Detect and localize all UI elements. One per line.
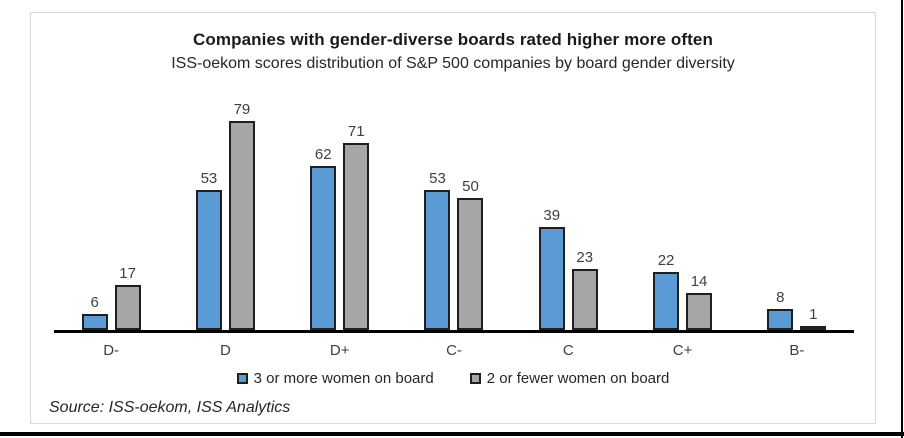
- bar-series-0: [767, 309, 794, 330]
- bar-col: 62: [310, 146, 337, 330]
- bar-value-label: 79: [233, 101, 251, 118]
- bar-group-D: 53 79: [195, 101, 255, 330]
- bar-col: 79: [228, 101, 255, 330]
- legend-swatch-icon: [236, 373, 248, 384]
- x-axis-label-D-: D-: [103, 342, 120, 359]
- legend-label: 3 or more women on board: [253, 370, 434, 387]
- bar-series-1: [800, 326, 827, 330]
- bar-value-label: 1: [809, 306, 818, 323]
- bar-col: 8: [767, 289, 794, 330]
- bar-series-1: [114, 285, 141, 330]
- bar-value-label: 17: [119, 265, 136, 282]
- bar-series-1: [457, 198, 484, 330]
- bar-col: 6: [81, 294, 108, 330]
- bar-value-label: 50: [462, 178, 479, 195]
- bar-series-0: [81, 314, 108, 330]
- bar-value-label: 39: [543, 207, 561, 224]
- bar-col: 14: [686, 273, 713, 330]
- x-axis-label-C-: C-: [446, 342, 462, 359]
- x-axis-label-B-: B-: [789, 342, 805, 359]
- x-axis-label-D: D: [220, 342, 231, 359]
- legend-swatch-icon: [469, 373, 481, 384]
- bar-group-C: 39 23: [538, 207, 598, 330]
- chart-subtitle: ISS-oekom scores distribution of S&P 500…: [171, 55, 735, 72]
- bar-col: 53: [195, 170, 222, 330]
- chart-title: Companies with gender-diverse boards rat…: [193, 30, 713, 49]
- bar-series-1: [571, 269, 598, 330]
- bar-series-1: [343, 143, 370, 330]
- legend-label: 2 or fewer women on board: [486, 370, 670, 387]
- bar-value-label: 8: [776, 289, 785, 306]
- bar-series-0: [424, 190, 451, 330]
- bar-series-1: [686, 293, 713, 330]
- bar-value-label: 53: [200, 170, 218, 187]
- legend-item-1: 2 or fewer women on board: [469, 370, 670, 387]
- legend: 3 or more women on board 2 or fewer women…: [31, 370, 875, 387]
- bar-value-label: 71: [347, 123, 365, 140]
- bar-value-label: 6: [90, 294, 99, 311]
- bar-col: 1: [800, 306, 827, 330]
- bar-col: 22: [653, 252, 680, 330]
- source-note: Source: ISS-oekom, ISS Analytics: [49, 399, 291, 416]
- page-edge-bottom: [0, 432, 904, 436]
- x-axis-label-C: C: [562, 342, 574, 359]
- bar-series-0: [310, 166, 337, 330]
- bar-value-label: 22: [657, 252, 675, 269]
- bar-group-D+: 62 71: [310, 123, 370, 330]
- bar-col: 53: [424, 170, 451, 330]
- bar-col: 71: [343, 123, 370, 330]
- x-axis-line: [54, 330, 854, 333]
- x-axis-label-D+: D+: [329, 342, 350, 359]
- bar-group-D-: 6 17: [81, 265, 141, 330]
- bar-series-1: [228, 121, 255, 330]
- bar-col: 23: [571, 249, 598, 330]
- legend-item-0: 3 or more women on board: [236, 370, 434, 387]
- bar-series-0: [653, 272, 680, 330]
- bar-value-label: 62: [314, 146, 332, 163]
- chart-container: Companies with gender-diverse boards rat…: [30, 12, 876, 424]
- bar-col: 50: [457, 178, 484, 330]
- bar-col: 39: [538, 207, 565, 330]
- bar-value-label: 14: [690, 273, 708, 290]
- plot-area: 6 17 53 79 62 71 53 50 39 23 22 14 8 1: [54, 102, 854, 330]
- page-edge-right: [901, 0, 903, 438]
- bar-group-C+: 22 14: [653, 252, 713, 330]
- x-axis-labels: D- D D+ C- C C+ B-: [54, 342, 854, 359]
- x-axis-label-C+: C+: [672, 342, 693, 359]
- bar-group-C-: 53 50: [424, 170, 484, 330]
- bar-col: 17: [114, 265, 141, 330]
- bar-series-0: [538, 227, 565, 330]
- bar-value-label: 53: [429, 170, 446, 187]
- bar-series-0: [195, 190, 222, 330]
- bar-value-label: 23: [576, 249, 594, 266]
